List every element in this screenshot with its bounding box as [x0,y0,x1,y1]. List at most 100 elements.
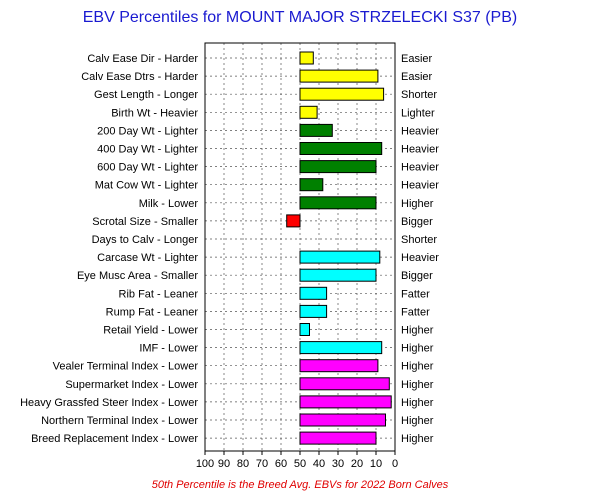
x-tick-label: 10 [370,458,382,470]
row-label: Heavy Grassfed Steer Index - Lower [20,397,198,409]
bar [299,323,310,336]
chart-row: 400 Day Wt - Lighter Heavier [97,142,439,156]
chart-row: Days to Calv - Longer Shorter [92,234,438,246]
row-label: Vealer Terminal Index - Lower [53,361,199,373]
row-direction-label: Fatter [401,306,430,318]
row-direction-label: Higher [401,433,434,445]
chart-row: Eye Musc Area - Smaller Bigger [77,268,433,282]
x-tick-label: 20 [351,458,363,470]
x-tick-label: 0 [392,458,398,470]
x-tick-label: 70 [256,458,268,470]
bar [299,413,386,427]
chart-row: Calv Ease Dtrs - Harder Easier [81,69,433,83]
bar [299,377,390,391]
row-direction-label: Higher [401,343,434,355]
chart-row: Supermarket Index - Lower Higher [65,377,434,391]
chart-row: Retail Yield - Lower Higher [103,323,434,337]
bar [299,359,379,373]
x-tick-label: 40 [313,458,325,470]
bar [299,142,383,155]
row-label: Supermarket Index - Lower [65,379,198,391]
x-tick-label: 30 [332,458,344,470]
x-tick-label: 80 [237,458,249,470]
bar [299,160,377,174]
bar [299,87,385,101]
bar [299,196,377,210]
row-label: Mat Cow Wt - Lighter [95,180,199,192]
chart-row: 600 Day Wt - Lighter Heavier [97,160,439,174]
x-tick-label: 100 [196,458,214,470]
row-label: Calv Ease Dtrs - Harder [81,71,198,83]
bar [286,214,301,228]
bar [299,69,379,83]
row-direction-label: Higher [401,397,434,409]
chart-row: Rump Fat - Leaner Fatter [106,304,430,318]
row-label: Birth Wt - Heavier [111,107,198,119]
row-direction-label: Fatter [401,288,430,300]
row-label: Milk - Lower [139,198,199,210]
row-direction-label: Higher [401,379,434,391]
chart-row: Breed Replacement Index - Lower Higher [31,431,434,445]
chart-row: Mat Cow Wt - Lighter Heavier [95,178,439,192]
row-label: Carcase Wt - Lighter [97,252,198,264]
bar [299,178,324,192]
chart-row: Milk - Lower Higher [139,196,434,210]
row-direction-label: Higher [401,361,434,373]
row-label: Scrotal Size - Smaller [92,216,198,228]
chart-title: EBV Percentiles for MOUNT MAJOR STRZELEC… [83,9,517,26]
chart-row: Heavy Grassfed Steer Index - Lower Higher [20,395,434,409]
bar [299,250,381,264]
row-label: IMF - Lower [139,343,198,355]
row-direction-label: Heavier [401,125,439,137]
row-direction-label: Shorter [401,234,437,246]
bar [299,341,383,355]
bar [299,123,333,137]
row-label: Rump Fat - Leaner [106,306,199,318]
row-label: Breed Replacement Index - Lower [31,433,198,445]
bar [299,431,377,445]
row-label: Eye Musc Area - Smaller [77,270,198,282]
chart-rows: Calv Ease Dir - Harder Easier Calv Ease Dt… [20,51,439,445]
chart-row: Northern Terminal Index - Lower Higher [41,413,434,427]
row-direction-label: Higher [401,198,434,210]
chart-row: Vealer Terminal Index - Lower Higher [53,359,434,373]
row-direction-label: Easier [401,53,433,65]
chart-row: 200 Day Wt - Lighter Heavier [97,123,439,137]
x-tick-label: 60 [275,458,287,470]
row-label: Days to Calv - Longer [92,234,199,246]
row-direction-label: Bigger [401,270,433,282]
row-label: Northern Terminal Index - Lower [41,415,198,427]
bar [299,268,377,282]
row-label: 200 Day Wt - Lighter [97,125,198,137]
bar [299,286,328,300]
x-tick-label: 90 [218,458,230,470]
row-direction-label: Heavier [401,180,439,192]
row-direction-label: Lighter [401,107,435,119]
bar [299,51,314,65]
chart-row: IMF - Lower Higher [139,341,434,355]
bar [299,395,392,409]
row-direction-label: Heavier [401,252,439,264]
bar [299,105,318,119]
x-axis: 100 90 80 70 60 50 40 30 20 10 0 [196,451,398,470]
chart-row: Gest Length - Longer Shorter [94,87,437,101]
row-label: 600 Day Wt - Lighter [97,162,198,174]
row-label: Retail Yield - Lower [103,325,198,337]
row-direction-label: Heavier [401,162,439,174]
row-direction-label: Easier [401,71,433,83]
chart-row: Carcase Wt - Lighter Heavier [97,250,439,264]
row-direction-label: Shorter [401,89,437,101]
row-label: Rib Fat - Leaner [119,288,199,300]
x-tick-label: 50 [294,458,306,470]
chart-footnote: 50th Percentile is the Breed Avg. EBVs f… [152,479,449,491]
row-label: 400 Day Wt - Lighter [97,144,198,156]
row-direction-label: Higher [401,325,434,337]
row-direction-label: Bigger [401,216,433,228]
row-label: Gest Length - Longer [94,89,198,101]
chart-row: Birth Wt - Heavier Lighter [111,105,435,119]
bar [299,304,328,318]
row-direction-label: Higher [401,415,434,427]
chart-row: Calv Ease Dir - Harder Easier [87,51,433,65]
row-direction-label: Heavier [401,144,439,156]
